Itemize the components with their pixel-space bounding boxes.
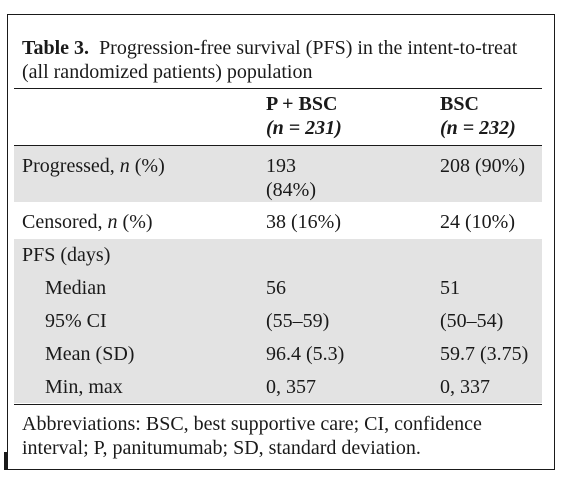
col-header-name: P + BSC: [266, 93, 338, 115]
col-header-p-bsc: P + BSC (n = 231): [266, 92, 342, 140]
cell-ci-pbsc: (55–59): [266, 310, 330, 332]
cell-minmax-pbsc: 0, 357: [266, 376, 316, 398]
row-label-median: Median: [45, 277, 107, 299]
table-footnote: Abbreviations: BSC, best supportive care…: [22, 413, 482, 459]
col-header-bsc: BSC (n = 232): [440, 92, 516, 140]
cell-median-pbsc: 56: [266, 277, 286, 299]
cell-censored-bsc: 24 (10%): [440, 211, 515, 233]
table-label: Table 3.: [22, 37, 90, 59]
cell-median-bsc: 51: [440, 277, 460, 299]
corner-mark: [4, 452, 7, 470]
col-header-name: BSC: [440, 93, 479, 115]
cell-progressed-pbsc: 193 (84%): [266, 155, 316, 201]
cell-ci-bsc: (50–54): [440, 310, 504, 332]
row-label-censored: Censored, n (%): [22, 211, 153, 233]
row-label-pfs: PFS (days): [22, 244, 111, 266]
header-rule: [14, 145, 542, 146]
cell-minmax-bsc: 0, 337: [440, 376, 490, 398]
row-band-pfs: [14, 239, 542, 403]
row-label-progressed: Progressed, n (%): [22, 155, 165, 177]
row-label-mean: Mean (SD): [45, 343, 135, 365]
table-title: Progression-free survival (PFS) in the i…: [22, 37, 518, 83]
row-band-progressed: [14, 146, 542, 202]
cell-mean-pbsc: 96.4 (5.3): [266, 343, 345, 365]
row-label-ci: 95% CI: [45, 310, 107, 332]
row-label-minmax: Min, max: [45, 376, 123, 398]
cell-mean-bsc: 59.7 (3.75): [440, 343, 529, 365]
cell-censored-pbsc: 38 (16%): [266, 211, 341, 233]
bottom-rule: [14, 404, 542, 405]
top-rule: [14, 88, 542, 89]
table-caption: Table 3. Progression-free survival (PFS)…: [22, 36, 542, 84]
cell-progressed-bsc: 208 (90%): [440, 155, 525, 177]
col-header-n: (n = 231): [266, 117, 342, 139]
col-header-n: (n = 232): [440, 117, 516, 139]
